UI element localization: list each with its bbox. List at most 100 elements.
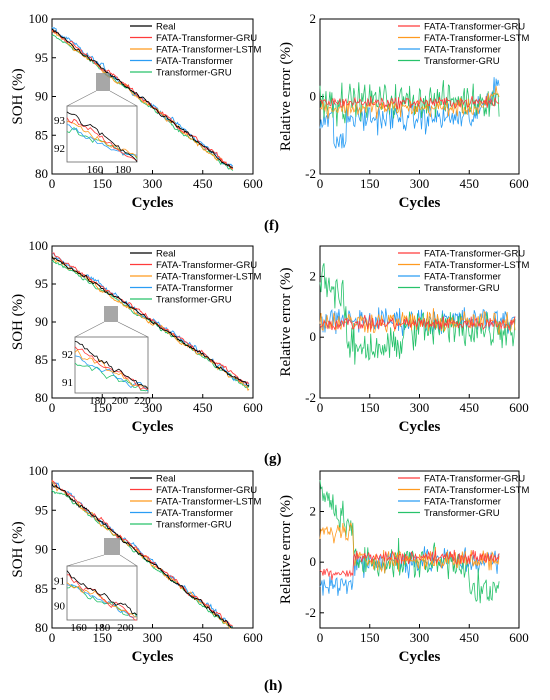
y-tick-label: 85 (35, 127, 48, 142)
x-tick-label: 150 (93, 400, 113, 415)
legend-entry: Real (156, 249, 176, 260)
legend-entry: Transformer-GRU (156, 68, 232, 79)
x-tick-label: 300 (143, 630, 163, 645)
x-tick-label: 600 (243, 630, 263, 645)
x-tick-label: 300 (410, 176, 430, 191)
inset-series-line (66, 111, 138, 162)
legend-entry: FATA-Transformer-GRU (156, 260, 257, 271)
x-axis-label: Cycles (399, 649, 441, 665)
inset-y-tick-label: 91 (62, 377, 73, 389)
y-tick-label: 100 (29, 463, 49, 478)
y-tick-label: 90 (35, 89, 48, 104)
y-tick-label: -2 (305, 166, 316, 181)
legend-entry: Transformer-GRU (424, 283, 500, 294)
inset-y-tick-label: 93 (54, 115, 66, 127)
error-line-transformer-gru (319, 479, 500, 604)
y-tick-label: -2 (305, 605, 316, 620)
error-line-fata-transformer-gru (319, 314, 516, 331)
error-line-fata-transformer-lstm (319, 522, 500, 574)
legend-entry: FATA-Transformer-GRU (424, 474, 525, 485)
x-axis-label: Cycles (399, 419, 441, 435)
x-tick-label: 300 (143, 400, 163, 415)
y-tick-label: 80 (35, 166, 48, 181)
inset-x-tick-label: 180 (89, 395, 106, 407)
y-tick-label: 2 (310, 11, 317, 26)
y-axis-label: Relative error (%) (278, 42, 294, 151)
zoom-region (96, 73, 110, 91)
y-tick-label: 80 (35, 620, 48, 635)
legend-entry: FATA-Transformer (156, 508, 233, 519)
legend-entry: Real (156, 474, 176, 485)
x-axis-label: Cycles (132, 419, 174, 435)
y-tick-label: 2 (310, 504, 317, 519)
inset-series-line (66, 570, 138, 616)
x-tick-label: 0 (317, 176, 324, 191)
legend-entry: FATA-Transformer-LSTM (424, 33, 529, 44)
legend-entry: Transformer-GRU (156, 295, 232, 306)
inset-x-tick-label: 160 (87, 164, 104, 176)
legend-entry: Transformer-GRU (424, 508, 500, 519)
legend-entry: FATA-Transformer-GRU (156, 485, 257, 496)
inset-series-line (66, 582, 138, 618)
zoom-connector (117, 321, 149, 338)
x-tick-label: 0 (49, 630, 56, 645)
x-tick-label: 450 (460, 630, 480, 645)
x-tick-label: 0 (317, 400, 324, 415)
y-tick-label: 100 (29, 238, 49, 253)
inset-series-line (74, 349, 149, 390)
x-tick-label: 150 (360, 630, 380, 645)
chart-f-soh: 0 150 300 450 600 80 85 90 95 100 Cycles SOH (%) Rea… (10, 11, 263, 211)
legend-entry: FATA-Transformer (424, 45, 501, 56)
zoom-connector (119, 554, 138, 567)
y-tick-label: 90 (35, 542, 48, 557)
legend-entry: FATA-Transformer (156, 56, 233, 67)
series-line-real (52, 29, 234, 169)
legend-entry: Transformer-GRU (424, 56, 500, 67)
series-line-real (51, 255, 250, 387)
x-tick-label: 300 (410, 400, 430, 415)
x-tick-label: 150 (93, 630, 113, 645)
inset-x-tick-label: 180 (94, 622, 111, 634)
zoom-region (104, 306, 118, 322)
y-tick-label: 85 (35, 581, 48, 596)
x-axis-label: Cycles (399, 195, 441, 211)
legend-entry: FATA-Transformer (424, 272, 501, 283)
zoom-connector (66, 90, 97, 107)
inset-series-line (67, 574, 137, 621)
legend-entry: FATA-Transformer (156, 283, 233, 294)
x-tick-label: 600 (243, 176, 263, 191)
y-axis-label: Relative error (%) (278, 267, 294, 376)
inset-series-line (66, 584, 138, 618)
inset-series-line (74, 341, 149, 389)
x-tick-label: 600 (243, 400, 263, 415)
chart-g-soh: 0 150 300 450 600 80 85 90 95 100 Cycles SOH (%) Rea… (10, 238, 263, 435)
x-tick-label: 150 (93, 176, 113, 191)
error-line-fata-transformer-gru (319, 95, 500, 110)
zoom-connector (66, 554, 105, 567)
x-tick-label: 450 (460, 176, 480, 191)
error-line-transformer-gru (319, 80, 500, 127)
zoom-connector (74, 321, 105, 338)
x-tick-label: 600 (509, 630, 529, 645)
legend-entry: FATA-Transformer-LSTM (156, 45, 261, 56)
legend-entry: FATA-Transformer-LSTM (424, 260, 529, 271)
zoom-region (104, 538, 120, 555)
x-tick-label: 300 (410, 630, 430, 645)
legend-entry: FATA-Transformer-LSTM (424, 485, 529, 496)
panel-label-f: (f) (264, 218, 279, 234)
inset-y-tick-label: 91 (54, 576, 65, 588)
legend-entry: Transformer-GRU (156, 520, 232, 531)
x-tick-label: 0 (317, 630, 324, 645)
y-axis-label: SOH (%) (10, 294, 26, 350)
inset-x-tick-label: 160 (70, 622, 87, 634)
inset-y-tick-label: 92 (54, 143, 65, 155)
x-axis-label: Cycles (132, 649, 174, 665)
x-tick-label: 0 (49, 176, 56, 191)
legend-entry: FATA-Transformer (424, 497, 501, 508)
inset-x-tick-label: 180 (115, 164, 132, 176)
